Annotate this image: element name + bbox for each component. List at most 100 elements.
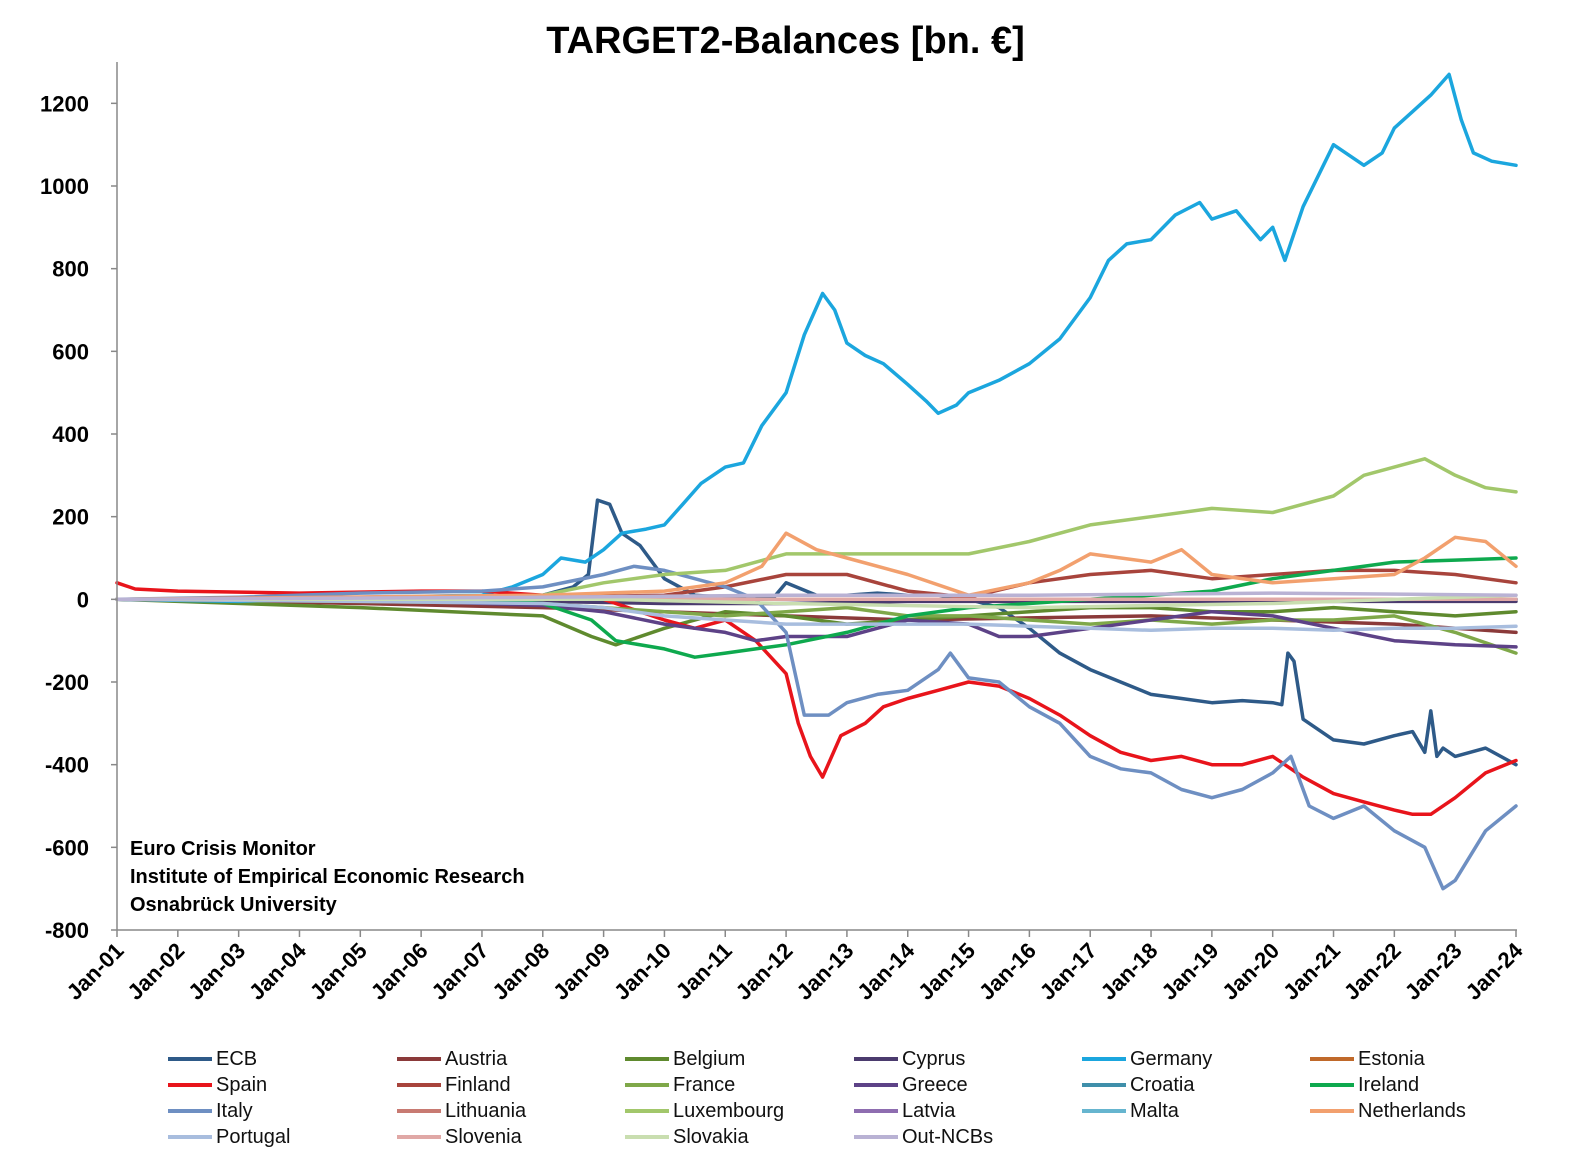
- series-line-netherlands: [115, 531, 1518, 602]
- legend-label: Portugal: [216, 1125, 291, 1148]
- legend-label: Spain: [216, 1073, 268, 1096]
- legend-label: Latvia: [902, 1099, 956, 1122]
- x-tick-label: Jan-05: [305, 938, 372, 1005]
- x-tick-label: Jan-16: [974, 938, 1041, 1005]
- legend-label: Estonia: [1358, 1047, 1425, 1070]
- legend-label: Slovakia: [673, 1125, 749, 1148]
- chart-title: TARGET2-Balances [bn. €]: [546, 20, 1025, 62]
- y-tick-label: 400: [52, 422, 89, 447]
- series-line-ecb: [115, 498, 1518, 767]
- legend-label: Lithuania: [445, 1099, 527, 1122]
- legend-item-greece: Greece: [854, 1072, 968, 1098]
- x-tick-label: Jan-14: [852, 937, 920, 1005]
- legend-item-ireland: Ireland: [1310, 1072, 1419, 1098]
- legend-item-lithuania: Lithuania: [397, 1098, 526, 1124]
- x-tick-label: Jan-09: [548, 938, 615, 1005]
- x-tick-label: Jan-20: [1217, 938, 1284, 1005]
- x-tick-label: Jan-02: [122, 938, 189, 1005]
- x-tick-label: Jan-03: [183, 938, 250, 1005]
- legend-label: Ireland: [1358, 1073, 1420, 1096]
- x-tick-label: Jan-24: [1461, 937, 1529, 1005]
- legend-swatch: [1082, 1109, 1126, 1113]
- legend-swatch: [397, 1109, 441, 1113]
- legend-item-out-ncbs: Out-NCBs: [854, 1124, 993, 1150]
- y-tick-label: 0: [77, 587, 89, 612]
- x-tick-label: Jan-21: [1278, 938, 1345, 1005]
- legend-swatch: [854, 1057, 898, 1061]
- legend-swatch: [1310, 1057, 1354, 1061]
- legend-swatch: [1082, 1057, 1126, 1061]
- x-tick-label: Jan-23: [1400, 938, 1467, 1005]
- legend-swatch: [1310, 1083, 1354, 1087]
- legend-item-luxembourg: Luxembourg: [625, 1098, 784, 1124]
- legend-item-malta: Malta: [1082, 1098, 1179, 1124]
- legend-label: Germany: [1130, 1047, 1213, 1070]
- credit-line-1: Euro Crisis Monitor: [130, 838, 316, 860]
- x-tick-label: Jan-07: [427, 938, 494, 1005]
- credit-line-2: Institute of Empirical Economic Research: [130, 866, 525, 888]
- legend-label: Finland: [445, 1073, 511, 1096]
- y-tick-label: 1000: [40, 174, 89, 199]
- legend-item-latvia: Latvia: [854, 1098, 955, 1124]
- legend-item-austria: Austria: [397, 1046, 507, 1072]
- x-tick-label: Jan-01: [62, 938, 129, 1005]
- legend-item-spain: Spain: [168, 1072, 267, 1098]
- legend-item-netherlands: Netherlands: [1310, 1098, 1466, 1124]
- x-tick-label: Jan-11: [671, 938, 737, 1004]
- series-layer: [115, 72, 1518, 891]
- legend-swatch: [625, 1083, 669, 1087]
- legend-label: Austria: [445, 1047, 508, 1070]
- legend-swatch: [397, 1083, 441, 1087]
- legend-label: Luxembourg: [673, 1099, 785, 1122]
- legend-label: ECB: [216, 1047, 258, 1070]
- legend-item-croatia: Croatia: [1082, 1072, 1194, 1098]
- y-tick-label: -400: [45, 753, 89, 778]
- series-line-slovakia: [115, 593, 1518, 610]
- x-tick-label: Jan-08: [487, 938, 554, 1005]
- legend-item-france: France: [625, 1072, 735, 1098]
- legend-item-ecb: ECB: [168, 1046, 257, 1072]
- y-tick-label: 1200: [40, 91, 89, 116]
- legend-swatch: [854, 1135, 898, 1139]
- legend-item-italy: Italy: [168, 1098, 253, 1124]
- legend-item-germany: Germany: [1082, 1046, 1212, 1072]
- x-tick-label: Jan-13: [791, 938, 858, 1005]
- credit-line-3: Osnabrück University: [130, 894, 337, 916]
- legend-swatch: [1310, 1109, 1354, 1113]
- series-line-luxembourg: [115, 457, 1518, 602]
- legend-label: France: [673, 1073, 736, 1096]
- legend-label: Greece: [902, 1073, 968, 1096]
- series-line-italy: [115, 564, 1518, 891]
- line-chart: 120010008006004002000-200-400-600-800Jan…: [40, 62, 1529, 1005]
- legend-item-cyprus: Cyprus: [854, 1046, 965, 1072]
- legend-label: Netherlands: [1358, 1099, 1466, 1122]
- legend-label: Out-NCBs: [902, 1125, 994, 1148]
- legend-swatch: [625, 1135, 669, 1139]
- legend-item-slovenia: Slovenia: [397, 1124, 522, 1150]
- legend-swatch: [397, 1135, 441, 1139]
- legend-item-finland: Finland: [397, 1072, 511, 1098]
- y-tick-label: 800: [52, 257, 89, 282]
- series-line-belgium: [115, 597, 1518, 647]
- x-tick-label: Jan-06: [366, 938, 433, 1005]
- legend-label: Croatia: [1130, 1073, 1195, 1096]
- legend-label: Italy: [216, 1099, 253, 1122]
- y-tick-label: -800: [45, 918, 89, 943]
- legend-swatch: [168, 1109, 212, 1113]
- legend-swatch: [854, 1109, 898, 1113]
- y-tick-label: -600: [45, 835, 89, 860]
- x-tick-label: Jan-22: [1339, 938, 1406, 1005]
- y-tick-label: 200: [52, 505, 89, 530]
- legend-swatch: [168, 1057, 212, 1061]
- series-line-portugal: [115, 597, 1518, 633]
- legend-label: Belgium: [673, 1047, 746, 1070]
- legend-item-belgium: Belgium: [625, 1046, 745, 1072]
- legend-label: Malta: [1130, 1099, 1179, 1122]
- legend-swatch: [397, 1057, 441, 1061]
- legend-item-portugal: Portugal: [168, 1124, 291, 1150]
- x-tick-label: Jan-15: [913, 938, 980, 1005]
- x-tick-label: Jan-18: [1096, 938, 1163, 1005]
- x-tick-label: Jan-12: [731, 938, 798, 1005]
- legend-swatch: [1082, 1083, 1126, 1087]
- x-tick-label: Jan-17: [1035, 938, 1102, 1005]
